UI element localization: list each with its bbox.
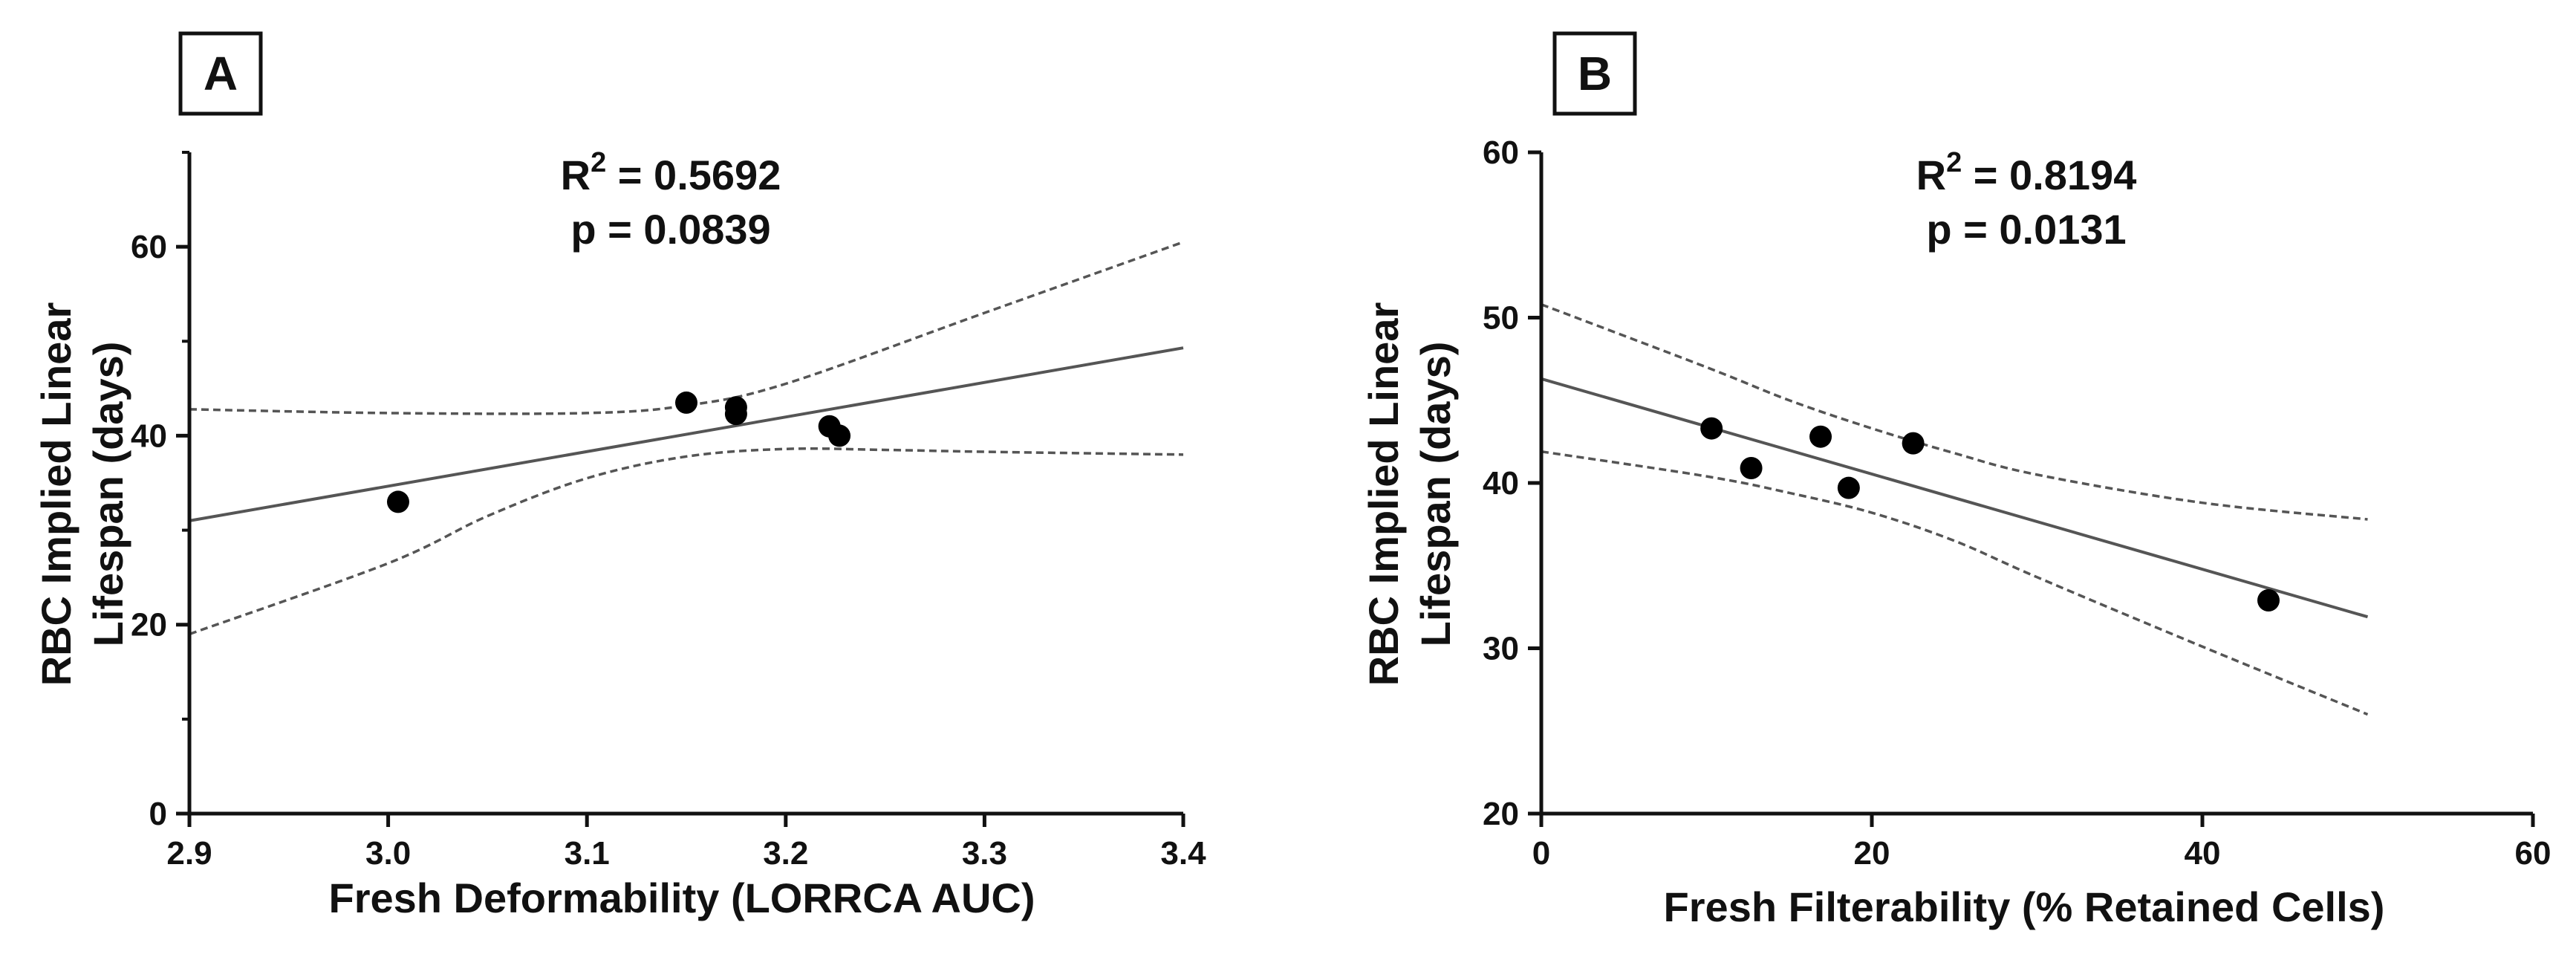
panel-b-x-tick-label: 60 xyxy=(2515,835,2551,872)
panel-a-ci-upper xyxy=(189,241,1184,415)
panel-a-data-point xyxy=(386,490,409,513)
panel-a: A R2 = 0.5692 p = 0.0839 Fresh Deformabi… xyxy=(33,31,1206,921)
panel-b-y-tick-label: 50 xyxy=(1483,300,1519,337)
panel-a-x-tick-label: 3.0 xyxy=(365,835,411,872)
panel-a-x-axis-title: Fresh Deformability (LORRCA AUC) xyxy=(328,875,1035,921)
panel-b-data-point xyxy=(1700,417,1723,440)
panel-a-x-tick-label: 2.9 xyxy=(166,835,212,872)
panel-a-y-tick-label: 40 xyxy=(131,418,167,454)
panel-b-x-tick-label: 0 xyxy=(1532,835,1550,872)
panel-b-label-box xyxy=(1552,31,1637,116)
panel-b-y-axis-title-line2: Lifespan (days) xyxy=(1412,342,1459,647)
panel-b-data-point xyxy=(1902,432,1925,455)
panel-b-ci-upper xyxy=(1541,303,2368,521)
panel-b-data-point xyxy=(1809,425,1832,448)
panel-a-ticks: 2.9 3.0 3.1 3.2 3.3 3.4 0 20 40 60 xyxy=(131,151,1206,872)
panel-a-regression-line xyxy=(189,346,1184,522)
panel-b-regression-line xyxy=(1541,377,2369,619)
panel-b-x-axis-title: Fresh Filterability (% Retained Cells) xyxy=(1664,883,2385,930)
panel-b: B R2 = 0.8194 p = 0.0131 Fresh Filterabi… xyxy=(1360,31,2551,930)
panel-a-label: A xyxy=(204,47,238,100)
panel-b-ticks: 0 20 40 60 20 30 40 50 60 xyxy=(1483,134,2551,872)
panel-b-data-point xyxy=(1740,456,1763,479)
panel-b-ci-lower xyxy=(1541,450,2369,716)
panel-b-data-point xyxy=(2257,588,2280,611)
panel-a-axes xyxy=(187,152,1183,816)
panel-b-y-tick-label: 20 xyxy=(1483,796,1519,832)
panel-a-x-tick-label: 3.3 xyxy=(962,835,1007,872)
panel-b-points xyxy=(1700,417,2280,611)
panel-a-x-tick-label: 3.1 xyxy=(565,835,610,872)
panel-a-p-value: p = 0.0839 xyxy=(570,206,770,253)
panel-a-data-point xyxy=(675,391,697,414)
panel-a-y-axis-title-line1: RBC Implied Linear xyxy=(33,302,79,687)
panel-b-y-tick-label: 60 xyxy=(1483,134,1519,171)
panel-a-points xyxy=(386,391,851,513)
panel-a-label-box xyxy=(178,31,263,116)
panel-b-p-value: p = 0.0131 xyxy=(1926,206,2126,253)
panel-a-data-point xyxy=(724,403,747,426)
panel-b-label: B xyxy=(1578,47,1612,100)
panel-b-axes xyxy=(1539,152,2533,816)
panel-b-regression xyxy=(1541,377,2369,619)
panel-a-y-tick-label: 20 xyxy=(131,607,167,643)
panel-b-data-point xyxy=(1837,476,1860,499)
panel-a-confidence-band xyxy=(189,241,1184,636)
panel-a-x-tick-label: 3.2 xyxy=(763,835,808,872)
panel-a-y-tick-label: 0 xyxy=(149,796,167,832)
panel-b-y-tick-label: 40 xyxy=(1483,465,1519,502)
panel-a-y-axis-title-line2: Lifespan (days) xyxy=(85,342,131,647)
panel-a-y-tick-label: 60 xyxy=(131,229,167,265)
panel-a-r-squared: R2 = 0.5692 xyxy=(561,147,781,198)
panel-b-x-tick-label: 20 xyxy=(1854,835,1890,872)
panel-b-y-tick-label: 30 xyxy=(1483,631,1519,667)
panel-b-x-tick-label: 40 xyxy=(2185,835,2221,872)
panel-a-x-tick-label: 3.4 xyxy=(1160,835,1206,872)
panel-a-regression xyxy=(189,346,1184,522)
panel-a-data-point xyxy=(828,424,851,447)
panel-b-r-squared: R2 = 0.8194 xyxy=(1916,147,2137,198)
panel-a-ci-lower xyxy=(189,447,1184,636)
panel-b-confidence-band xyxy=(1541,303,2369,716)
panel-b-y-axis-title-line1: RBC Implied Linear xyxy=(1360,302,1407,687)
